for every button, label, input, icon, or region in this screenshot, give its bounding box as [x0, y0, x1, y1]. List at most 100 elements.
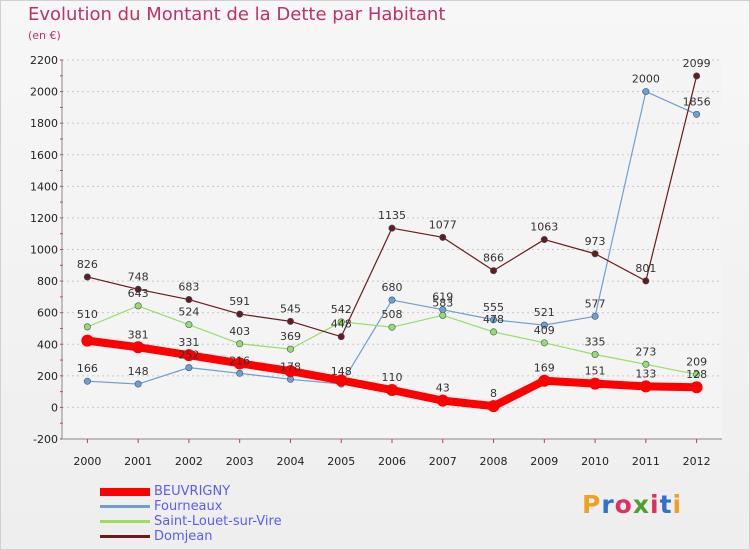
data-point: [236, 310, 244, 318]
data-point: [132, 341, 145, 354]
x-tick-label: 2011: [632, 455, 660, 468]
data-label: 252: [178, 349, 199, 362]
data-label: 619: [432, 291, 453, 304]
x-tick-label: 2007: [429, 455, 457, 468]
data-point: [589, 377, 602, 390]
y-tick-label: 1600: [30, 149, 58, 162]
data-label: 216: [229, 354, 250, 367]
data-label: 555: [483, 301, 504, 314]
y-tick-label: 1800: [30, 117, 58, 130]
data-point: [388, 296, 396, 304]
legend-label: Fourneaux: [154, 499, 223, 514]
data-label: 169: [534, 362, 555, 375]
data-point: [642, 88, 650, 96]
x-tick-label: 2003: [226, 455, 254, 468]
data-label: 166: [77, 362, 98, 375]
data-point: [185, 364, 193, 372]
legend-label: Saint-Louet-sur-Vire: [154, 514, 282, 529]
data-label: 478: [483, 313, 504, 326]
data-point: [642, 277, 650, 285]
data-point: [335, 374, 348, 387]
data-label: 866: [483, 252, 504, 265]
data-point: [185, 296, 193, 304]
axes: -200 0 200 400 600 800 1000 1200 1400 1600 1800 200…: [30, 54, 722, 468]
data-point: [81, 334, 94, 347]
x-tick-label: 2001: [124, 455, 152, 468]
data-label: 2099: [683, 57, 711, 70]
data-point: [388, 224, 396, 232]
y-tick-label: 200: [37, 370, 58, 383]
logo-letter: t: [659, 490, 673, 519]
data-point: [490, 328, 498, 336]
data-label: 331: [178, 336, 199, 349]
legend-label: Domjean: [154, 529, 213, 544]
data-label: 2000: [632, 73, 660, 86]
legend-swatch: [100, 520, 150, 523]
data-point: [490, 316, 498, 324]
logo-letter: o: [614, 490, 633, 519]
logo-letter: i: [650, 490, 660, 519]
data-label: 1063: [530, 221, 558, 234]
data-point: [386, 384, 398, 397]
data-point: [439, 233, 447, 241]
data-label: 273: [635, 345, 656, 358]
data-label: 151: [585, 365, 606, 378]
legend-swatch: [100, 535, 150, 538]
data-point: [83, 273, 91, 281]
data-point: [540, 339, 548, 347]
data-point: [639, 380, 652, 393]
x-tick-label: 2004: [276, 455, 304, 468]
x-tick-label: 2010: [581, 455, 609, 468]
data-label: 148: [331, 365, 352, 378]
logo-letter: P: [582, 490, 602, 519]
data-label: 369: [280, 330, 301, 343]
data-label: 508: [382, 308, 403, 321]
legend-swatch: [100, 505, 150, 508]
legend-label: BEUVRIGNY: [154, 484, 231, 499]
data-label: 683: [178, 281, 199, 294]
data-label: 133: [635, 367, 656, 380]
data-label: 1077: [429, 218, 457, 231]
x-tick-label: 2009: [530, 455, 558, 468]
legend-swatch: [100, 488, 150, 496]
x-tick-label: 2000: [73, 455, 101, 468]
data-point: [83, 377, 91, 385]
data-label: 748: [128, 270, 149, 283]
data-point: [337, 318, 345, 326]
data-point: [540, 236, 548, 244]
y-tick-label: -200: [33, 433, 58, 446]
data-point: [236, 340, 244, 348]
chart-unit: (en €): [28, 29, 61, 42]
data-label: 8: [490, 387, 497, 400]
data-point: [690, 381, 703, 394]
y-tick-label: 400: [37, 338, 58, 351]
chart-title: Evolution du Montant de la Dette par Hab…: [28, 4, 446, 25]
x-tick-label: 2008: [480, 455, 508, 468]
data-point: [693, 370, 701, 378]
data-point: [487, 400, 500, 413]
y-tick-label: 2200: [30, 54, 58, 67]
data-point: [591, 351, 599, 359]
x-tick-label: 2012: [683, 455, 711, 468]
data-point: [134, 285, 142, 293]
data-point: [286, 345, 294, 353]
y-tick-label: 2000: [30, 86, 58, 99]
data-label: 542: [331, 303, 352, 316]
data-label: 801: [635, 262, 656, 275]
data-point: [182, 349, 195, 362]
y-tick-label: 1000: [30, 244, 58, 257]
data-point: [185, 321, 193, 329]
proxiti-logo: Proxiti: [582, 490, 682, 519]
data-label: 1856: [683, 95, 711, 108]
data-point: [490, 267, 498, 275]
data-label: 524: [178, 306, 199, 319]
y-tick-label: 800: [37, 275, 58, 288]
data-point: [591, 250, 599, 258]
y-tick-label: 600: [37, 307, 58, 320]
data-point: [134, 380, 142, 388]
data-label: 577: [585, 297, 606, 310]
data-label: 826: [77, 258, 98, 271]
data-label: 583: [432, 296, 453, 309]
data-label: 510: [77, 308, 98, 321]
data-point: [439, 311, 447, 319]
